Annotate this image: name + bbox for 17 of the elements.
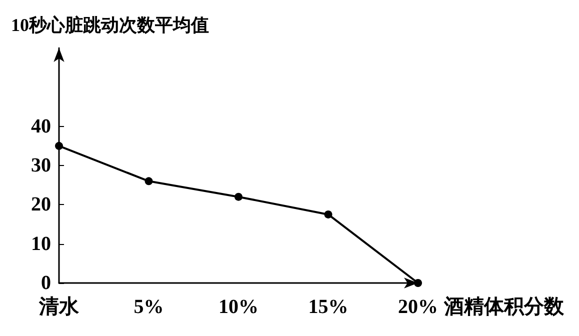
point xyxy=(414,279,422,287)
y-axis-title: 10秒心脏跳动次数平均值 xyxy=(11,15,209,35)
x-tick-label: 清水 xyxy=(38,296,80,318)
y-tick-label: 30 xyxy=(31,154,51,176)
y-tick-label: 40 xyxy=(31,115,51,138)
x-tick-label: 20% xyxy=(398,296,438,318)
point xyxy=(324,210,332,218)
y-tick-label: 20 xyxy=(31,194,51,216)
point xyxy=(144,177,153,186)
point xyxy=(234,192,242,201)
x-tick-label: 10% xyxy=(218,296,258,318)
x-axis-title: 酒精体积分数 xyxy=(442,296,565,318)
y-tick-label: 0 xyxy=(41,272,51,294)
x-tick-label: 15% xyxy=(308,296,348,318)
y-tick-label: 10 xyxy=(31,232,51,255)
point xyxy=(55,142,63,150)
x-tick-label: 5% xyxy=(134,296,164,318)
